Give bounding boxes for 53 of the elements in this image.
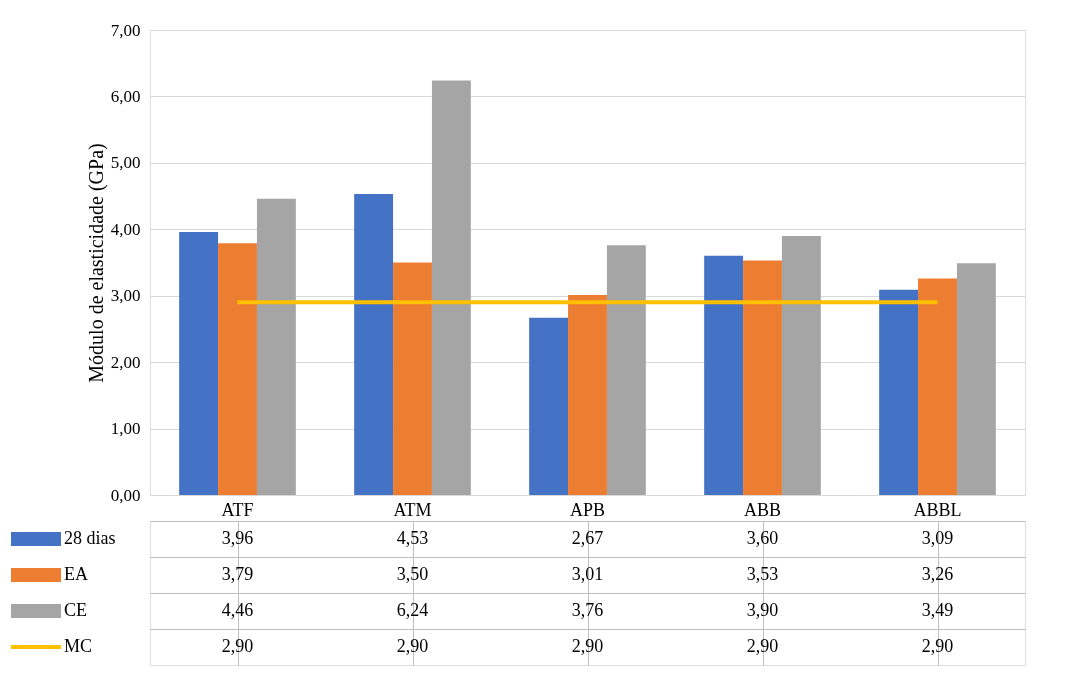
data-label: 3,96 <box>221 528 254 548</box>
bar <box>354 194 394 495</box>
bar <box>529 317 569 495</box>
data-label: 2,67 <box>571 528 604 548</box>
y-tick-label: 1,00 <box>110 419 141 439</box>
y-axis-title: Módulo de elasticidade (GPa) <box>84 143 108 383</box>
data-label: 6,24 <box>396 600 429 620</box>
data-label: 4,46 <box>221 600 254 620</box>
data-label: 2,90 <box>571 636 604 656</box>
data-label: 2,90 <box>746 636 779 656</box>
data-label: 3,76 <box>571 600 604 620</box>
y-tick-label: 0,00 <box>110 485 141 505</box>
x-tick-label: ABB <box>743 499 782 520</box>
legend-label: 28 dias <box>64 528 116 548</box>
legend-label: CE <box>64 600 88 620</box>
data-label: 4,53 <box>396 528 429 548</box>
data-label: 3,79 <box>221 564 254 584</box>
x-tick-label: ATF <box>221 499 254 520</box>
data-label: 2,90 <box>921 636 954 656</box>
bar <box>956 263 996 495</box>
bar <box>393 262 432 495</box>
y-tick-label: 5,00 <box>110 153 141 173</box>
bar <box>879 289 919 495</box>
data-label: 3,09 <box>921 528 954 548</box>
data-label: 3,53 <box>746 564 779 584</box>
bar <box>431 80 471 495</box>
bar <box>743 260 782 495</box>
legend-label: MC <box>64 636 93 656</box>
bar <box>568 295 607 495</box>
y-tick-label: 7,00 <box>110 20 141 40</box>
data-label: 3,60 <box>746 528 779 548</box>
y-tick-label: 6,00 <box>110 86 141 106</box>
data-label: 2,90 <box>396 636 429 656</box>
x-tick-label: ABBL <box>913 499 962 520</box>
x-tick-label: ATM <box>393 499 432 520</box>
data-label: 3,01 <box>571 564 604 584</box>
bar <box>704 255 744 495</box>
bar <box>918 278 957 495</box>
y-tick-label: 2,00 <box>110 352 141 372</box>
bar <box>218 243 257 495</box>
data-label: 3,26 <box>921 564 954 584</box>
x-tick-label: APB <box>569 499 606 520</box>
data-label: 3,50 <box>396 564 429 584</box>
y-tick-label: 4,00 <box>110 219 141 239</box>
bar <box>256 198 296 495</box>
bar <box>781 235 821 495</box>
bar <box>179 231 219 495</box>
bar <box>606 245 646 495</box>
data-label: 3,49 <box>921 600 954 620</box>
data-label: 2,90 <box>221 636 254 656</box>
y-tick-label: 3,00 <box>110 286 141 306</box>
legend-label: EA <box>64 564 88 584</box>
data-label: 3,90 <box>746 600 779 620</box>
